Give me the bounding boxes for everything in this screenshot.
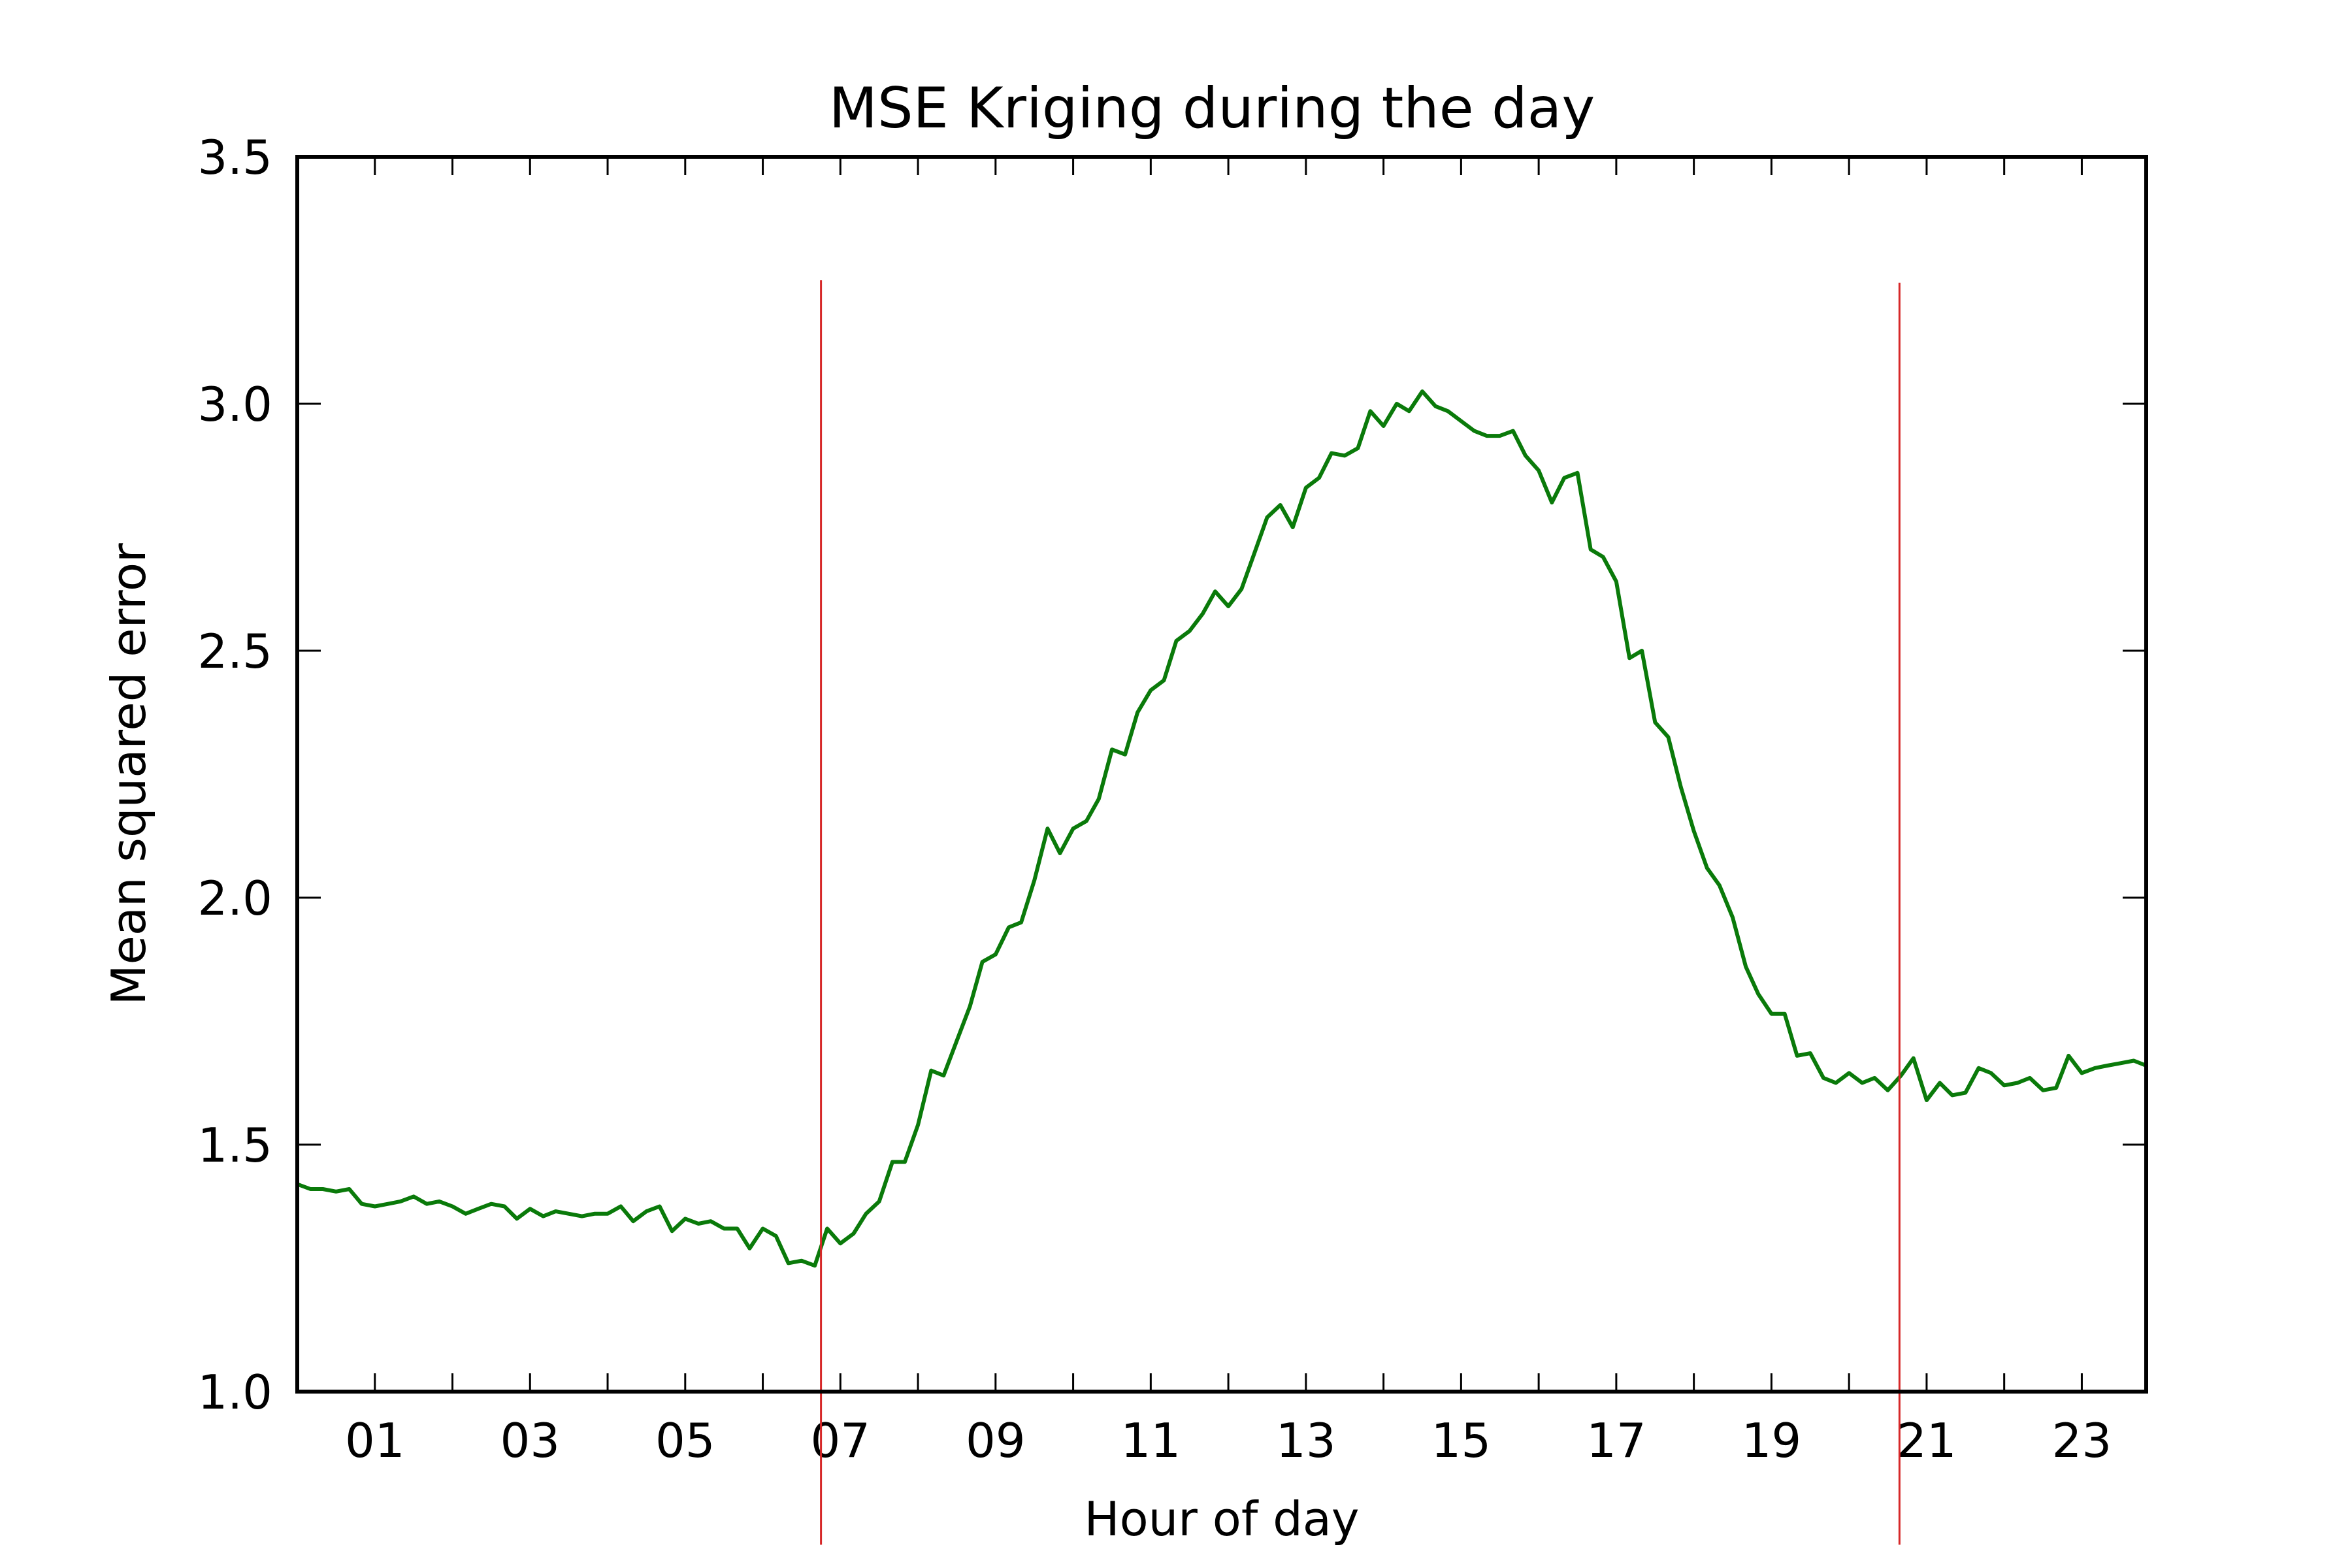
x-axis-ticks: 01 03 05 07 09 11 13 15 17 19 21 23 bbox=[345, 157, 2112, 1468]
x-tick-label: 19 bbox=[1742, 1413, 1802, 1468]
series-layer bbox=[296, 389, 2148, 1268]
y-tick-label: 1.5 bbox=[197, 1118, 272, 1173]
x-axis-label: Hour of day bbox=[1084, 1492, 1359, 1546]
y-axis-ticks: 1.0 1.5 2.0 2.5 3.0 3.5 bbox=[197, 130, 2146, 1420]
y-tick-label: 3.0 bbox=[197, 377, 272, 432]
series-line bbox=[296, 389, 2148, 1268]
chart-title: MSE Kriging during the day bbox=[829, 76, 1595, 141]
y-tick-label: 2.0 bbox=[197, 871, 272, 926]
plot-frame bbox=[295, 155, 2148, 1394]
x-tick-label: 05 bbox=[655, 1413, 715, 1468]
x-tick-label: 15 bbox=[1431, 1413, 1492, 1468]
reference-lines bbox=[820, 280, 1901, 1545]
x-tick-label: 21 bbox=[1897, 1413, 1957, 1468]
x-tick-label: 07 bbox=[810, 1413, 870, 1468]
y-tick-label: 2.5 bbox=[197, 624, 272, 679]
y-tick-label: 3.5 bbox=[197, 130, 272, 185]
x-tick-label: 01 bbox=[345, 1413, 405, 1468]
x-tick-label: 11 bbox=[1121, 1413, 1181, 1468]
x-tick-label: 23 bbox=[2052, 1413, 2112, 1468]
y-axis-label: Mean squared error bbox=[101, 543, 156, 1005]
x-tick-label: 03 bbox=[500, 1413, 560, 1468]
x-tick-label: 09 bbox=[966, 1413, 1026, 1468]
y-tick-label: 1.0 bbox=[197, 1365, 272, 1420]
x-tick-label: 13 bbox=[1276, 1413, 1336, 1468]
x-tick-label: 17 bbox=[1586, 1413, 1646, 1468]
